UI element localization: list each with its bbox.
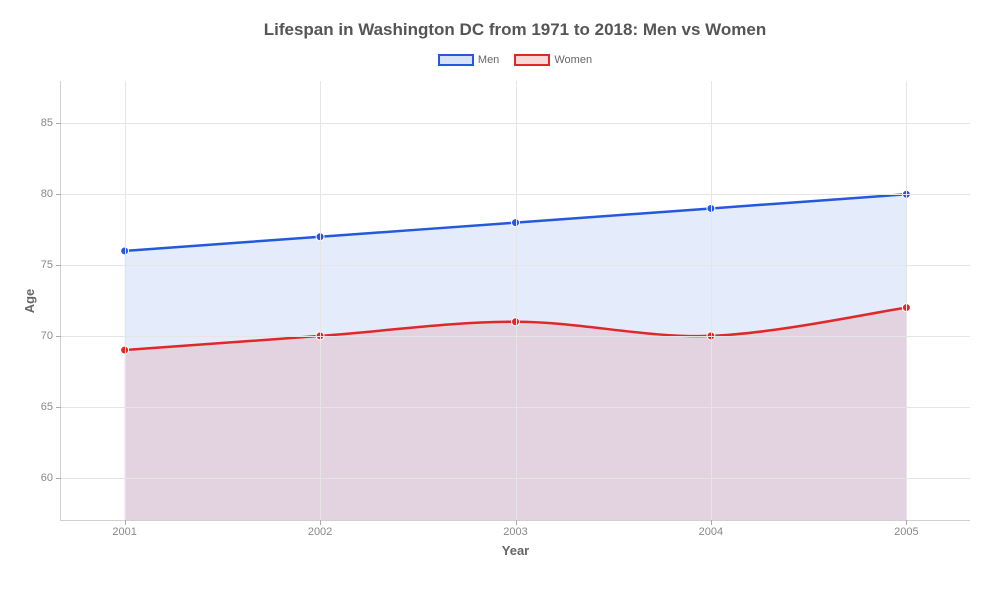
x-tick [320, 520, 321, 525]
legend-label: Women [554, 54, 592, 66]
x-axis-label: Year [502, 543, 529, 558]
y-tick [56, 336, 61, 337]
gridline-vertical [516, 81, 517, 520]
y-tick [56, 123, 61, 124]
plot-area: Year Age 6065707580852001200220032004200… [60, 81, 970, 521]
legend: Men Women [60, 54, 970, 69]
y-tick-label: 80 [41, 188, 53, 200]
legend-label: Men [478, 54, 499, 66]
x-tick-label: 2003 [503, 526, 527, 538]
x-tick-label: 2005 [894, 526, 918, 538]
x-tick [516, 520, 517, 525]
y-tick [56, 407, 61, 408]
y-tick [56, 478, 61, 479]
chart-title: Lifespan in Washington DC from 1971 to 2… [60, 20, 970, 40]
gridline-vertical [906, 81, 907, 520]
gridline-vertical [125, 81, 126, 520]
y-tick [56, 265, 61, 266]
legend-item-women[interactable]: Women [514, 54, 592, 66]
x-tick-label: 2002 [308, 526, 332, 538]
y-tick-label: 75 [41, 259, 53, 271]
x-tick-label: 2004 [699, 526, 723, 538]
legend-swatch-men [438, 54, 474, 66]
x-tick [711, 520, 712, 525]
x-tick [125, 520, 126, 525]
y-tick-label: 70 [41, 330, 53, 342]
y-tick-label: 65 [41, 401, 53, 413]
x-tick [906, 520, 907, 525]
y-tick-label: 85 [41, 117, 53, 129]
y-tick [56, 194, 61, 195]
gridline-vertical [711, 81, 712, 520]
chart-container: Lifespan in Washington DC from 1971 to 2… [0, 0, 1000, 600]
x-tick-label: 2001 [112, 526, 136, 538]
y-axis-label: Age [22, 288, 37, 313]
legend-item-men[interactable]: Men [438, 54, 499, 66]
gridline-vertical [320, 81, 321, 520]
y-tick-label: 60 [41, 472, 53, 484]
legend-swatch-women [514, 54, 550, 66]
